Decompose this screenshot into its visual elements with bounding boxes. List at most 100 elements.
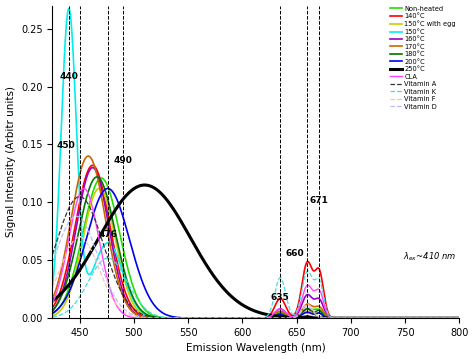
170°C: [450, 316, 456, 320]
200°C: [462, 316, 467, 320]
Vitamin A: [374, 316, 380, 320]
CLA: [462, 316, 467, 320]
170°C: [239, 316, 245, 320]
150°C: [450, 316, 456, 320]
250°C: [250, 308, 256, 312]
Vitamin K: [71, 303, 76, 307]
Vitamin F: [239, 316, 245, 320]
Non-heated: [250, 316, 256, 320]
Vitamin F: [450, 316, 456, 320]
CLA: [81, 186, 87, 191]
Vitamin A: [71, 198, 76, 202]
170°C: [71, 203, 76, 208]
Vitamin D: [71, 215, 76, 219]
160°C: [71, 241, 76, 245]
Line: Vitamin D: Vitamin D: [53, 216, 465, 318]
Vitamin A: [250, 316, 256, 320]
Vitamin F: [77, 235, 82, 239]
160°C: [250, 316, 256, 320]
180°C: [450, 316, 456, 320]
Vitamin D: [239, 316, 245, 320]
Vitamin D: [462, 316, 467, 320]
160°C: [239, 316, 245, 320]
170°C: [50, 297, 55, 301]
CLA: [239, 316, 245, 320]
Vitamin A: [450, 316, 456, 320]
140°C: [450, 316, 456, 320]
150°C: [71, 62, 76, 66]
150°C with egg: [450, 316, 456, 320]
Vitamin F: [374, 316, 380, 320]
180°C: [94, 175, 100, 179]
Vitamin A: [77, 195, 82, 199]
180°C: [71, 253, 76, 257]
150°C: [450, 316, 456, 320]
200°C: [105, 186, 110, 191]
Non-heated: [99, 176, 104, 180]
Vitamin D: [73, 214, 79, 218]
Text: 476: 476: [98, 230, 117, 239]
Non-heated: [374, 316, 380, 320]
Text: 671: 671: [310, 196, 329, 205]
Text: 450: 450: [56, 141, 75, 150]
CLA: [450, 316, 456, 320]
250°C: [50, 299, 55, 303]
Vitamin K: [50, 315, 55, 319]
250°C: [239, 303, 245, 307]
Vitamin A: [239, 316, 245, 320]
180°C: [250, 316, 256, 320]
150°C: [250, 316, 256, 320]
Vitamin K: [462, 316, 467, 320]
170°C: [250, 316, 256, 320]
200°C: [374, 316, 380, 320]
Vitamin K: [250, 316, 256, 320]
Text: 440: 440: [59, 72, 78, 81]
Vitamin F: [250, 316, 256, 320]
150°C: [50, 285, 55, 289]
250°C: [374, 316, 380, 320]
Vitamin F: [50, 285, 55, 289]
Vitamin F: [450, 316, 456, 320]
Vitamin D: [50, 260, 55, 265]
Line: 150°C: 150°C: [53, 9, 465, 318]
160°C: [50, 309, 55, 313]
Line: CLA: CLA: [53, 188, 465, 318]
Line: 250°C: 250°C: [53, 185, 465, 318]
CLA: [374, 316, 380, 320]
Line: 160°C: 160°C: [53, 168, 465, 318]
Vitamin D: [450, 316, 456, 320]
Vitamin K: [374, 316, 380, 320]
180°C: [462, 316, 467, 320]
200°C: [250, 316, 256, 320]
150°C with egg: [450, 316, 456, 320]
180°C: [50, 308, 55, 313]
CLA: [450, 316, 456, 320]
200°C: [50, 311, 55, 315]
Non-heated: [450, 316, 456, 320]
150°C: [239, 316, 245, 320]
Line: 150°C with egg: 150°C with egg: [53, 188, 465, 318]
250°C: [142, 183, 147, 187]
Line: Non-heated: Non-heated: [53, 178, 465, 318]
X-axis label: Emission Wavelength (nm): Emission Wavelength (nm): [186, 344, 326, 354]
Line: 170°C: 170°C: [53, 156, 465, 318]
CLA: [50, 301, 55, 305]
Non-heated: [462, 316, 467, 320]
Line: Vitamin F: Vitamin F: [53, 237, 465, 318]
Non-heated: [50, 312, 55, 316]
Line: 180°C: 180°C: [53, 177, 465, 318]
150°C with egg: [374, 316, 380, 320]
170°C: [374, 316, 380, 320]
140°C: [462, 316, 467, 320]
Line: 140°C: 140°C: [53, 165, 465, 318]
170°C: [462, 316, 467, 320]
Line: Vitamin A: Vitamin A: [53, 197, 465, 318]
Line: Vitamin K: Vitamin K: [53, 258, 465, 318]
140°C: [50, 306, 55, 310]
150°C with egg: [96, 186, 102, 191]
200°C: [450, 316, 456, 320]
150°C with egg: [50, 314, 55, 318]
160°C: [450, 316, 456, 320]
Vitamin D: [250, 316, 256, 320]
Vitamin F: [71, 239, 76, 243]
